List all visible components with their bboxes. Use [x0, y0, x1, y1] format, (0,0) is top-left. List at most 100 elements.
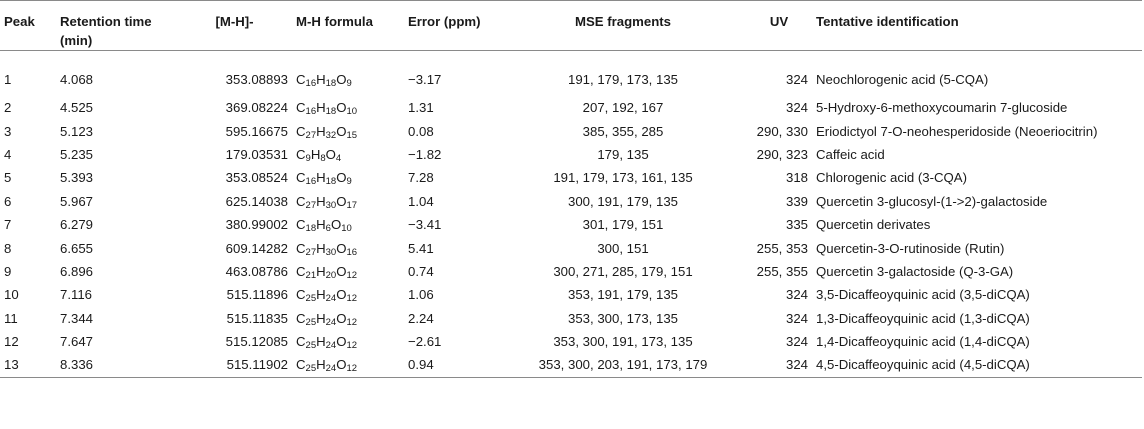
- cell-rt: 4.525: [60, 100, 94, 116]
- formula-element: O: [336, 100, 347, 116]
- header-tentative-identification: Tentative identification: [816, 14, 959, 29]
- table-row: 1 4.068 353.08893 C16H18O9 −3.17 191, 179, 17…: [0, 51, 1142, 97]
- formula-subscript: 4: [335, 152, 342, 164]
- cell-peak: 2: [4, 100, 12, 116]
- cell-frag: 179, 135: [597, 146, 649, 162]
- cell-formula: C18H6O10: [292, 213, 404, 236]
- cell-frag: 191, 179, 173, 161, 135: [553, 170, 693, 186]
- formula-element: O: [336, 123, 347, 139]
- formula-element: H: [310, 146, 321, 162]
- formula-element: O: [336, 71, 347, 87]
- formula-element: C: [296, 287, 306, 303]
- formula-element: C: [296, 334, 306, 350]
- cell-rt: 6.896: [60, 263, 94, 279]
- formula-element: O: [336, 357, 347, 373]
- cell-formula: C16H18O9: [292, 51, 404, 97]
- formula-subscript: 25: [305, 316, 317, 328]
- table-row: 3 5.123 595.16675 C27H32O15 0.08 385, 355, 28…: [0, 119, 1142, 142]
- cell-mh: 609.14282: [225, 240, 288, 256]
- formula-element: C: [296, 71, 306, 87]
- formula-subscript: 12: [346, 340, 358, 352]
- cell-error: 0.74: [408, 263, 434, 279]
- table-row: 7 6.279 380.99002 C18H6O10 −3.41 301, 179, 15…: [0, 213, 1142, 236]
- cell-uv: 255, 355: [756, 263, 808, 279]
- cell-id: Quercetin-3-O-rutinoside (Rutin): [816, 240, 1005, 256]
- formula-element: H: [316, 71, 326, 87]
- cell-mh: 625.14038: [225, 193, 288, 209]
- cell-uv: 324: [785, 100, 808, 116]
- formula-element: O: [336, 240, 347, 256]
- cell-frag: 385, 355, 285: [582, 123, 664, 139]
- cell-uv: 324: [785, 71, 808, 87]
- cell-peak: 9: [4, 263, 12, 279]
- cell-mh: 515.12085: [225, 334, 288, 350]
- formula-subscript: 27: [305, 129, 317, 141]
- cell-frag: 300, 191, 179, 135: [568, 193, 678, 209]
- cell-id: 3,5-Dicaffeoyquinic acid (3,5-diCQA): [816, 287, 1030, 303]
- cell-mh: 515.11896: [226, 287, 288, 303]
- formula-element: C: [296, 146, 306, 162]
- table-row: 5 5.393 353.08524 C16H18O9 7.28 191, 179, 173…: [0, 166, 1142, 189]
- cell-uv: 324: [785, 287, 808, 303]
- cell-peak: 13: [4, 357, 19, 373]
- cell-rt: 5.123: [60, 123, 94, 139]
- cell-uv: 318: [785, 170, 808, 186]
- cell-frag: 353, 300, 173, 135: [568, 310, 678, 326]
- cell-mh: 595.16675: [225, 123, 288, 139]
- formula-subscript: 16: [305, 106, 317, 118]
- cell-id: Neochlorogenic acid (5-CQA): [816, 71, 989, 87]
- formula-subscript: 20: [325, 269, 337, 281]
- formula-element: C: [296, 170, 306, 186]
- cell-rt: 8.336: [60, 357, 94, 373]
- cell-id: 1,3-Dicaffeoyquinic acid (1,3-diCQA): [816, 310, 1030, 326]
- cell-rt: 7.647: [60, 334, 94, 350]
- formula-subscript: 9: [346, 176, 352, 188]
- formula-subscript: 18: [325, 77, 337, 89]
- cell-peak: 10: [4, 287, 19, 303]
- cell-rt: 5.393: [60, 170, 94, 186]
- formula-subscript: 12: [346, 316, 358, 328]
- cell-peak: 8: [4, 240, 12, 256]
- formula-element: C: [296, 310, 306, 326]
- cell-error: 0.08: [408, 123, 434, 139]
- cell-peak: 1: [4, 71, 12, 87]
- header-mse-fragments: MSE fragments: [575, 14, 671, 29]
- cell-id: 4,5-Dicaffeoyquinic acid (4,5-diCQA): [816, 357, 1030, 373]
- cell-id: Eriodictyol 7-O-neohesperidoside (Neoeri…: [816, 123, 1098, 139]
- cell-formula: C25H24O12: [292, 353, 404, 377]
- formula-element: H: [316, 240, 326, 256]
- cell-mh: 353.08524: [225, 170, 288, 186]
- formula-subscript: 16: [305, 77, 317, 89]
- cell-frag: 353, 191, 179, 135: [568, 287, 678, 303]
- cell-formula: C27H30O16: [292, 236, 404, 259]
- formula-element: O: [336, 193, 347, 209]
- cell-uv: 339: [785, 193, 808, 209]
- cell-error: 5.41: [408, 240, 434, 256]
- header-row: Peak Retention time (min) [M-H]- M-H for…: [0, 0, 1142, 51]
- formula-element: O: [336, 310, 347, 326]
- cell-id: Quercetin 3-galactoside (Q-3-GA): [816, 263, 1014, 279]
- cell-error: 1.06: [408, 287, 434, 303]
- formula-element: C: [296, 100, 306, 116]
- formula-subscript: 12: [346, 293, 358, 305]
- formula-subscript: 25: [305, 340, 317, 352]
- formula-subscript: 24: [325, 340, 337, 352]
- formula-element: O: [336, 263, 347, 279]
- formula-subscript: 8: [320, 152, 326, 164]
- cell-peak: 4: [4, 146, 12, 162]
- formula-element: H: [316, 123, 326, 139]
- table-body: 1 4.068 353.08893 C16H18O9 −3.17 191, 179, 17…: [0, 51, 1142, 378]
- formula-subscript: 15: [346, 129, 358, 141]
- formula-subscript: 21: [305, 269, 317, 281]
- formula-element: C: [296, 217, 306, 233]
- cell-error: 7.28: [408, 170, 434, 186]
- cell-rt: 7.344: [60, 310, 94, 326]
- cell-frag: 191, 179, 173, 135: [568, 71, 678, 87]
- formula-element: H: [316, 334, 326, 350]
- cell-error: 2.24: [408, 310, 434, 326]
- cell-formula: C16H18O9: [292, 166, 404, 189]
- formula-element: H: [316, 310, 326, 326]
- formula-subscript: 18: [325, 106, 337, 118]
- formula-subscript: 12: [346, 269, 358, 281]
